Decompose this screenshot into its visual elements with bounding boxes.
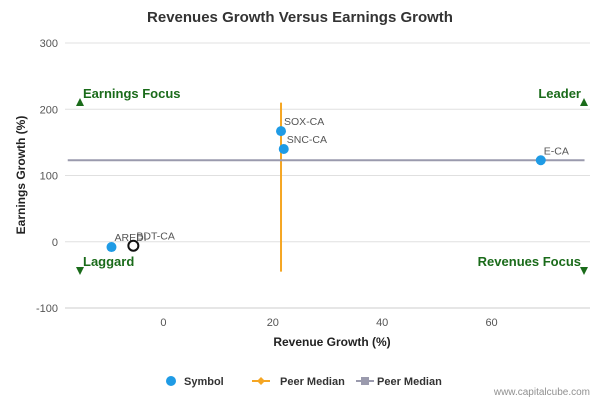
quadrant-arrow-icon	[580, 267, 588, 275]
quadrant-labels: Earnings Focus Leader Laggard Revenues Focu…	[76, 86, 588, 275]
y-tick-labels: -100 0 100 200 300	[36, 38, 58, 315]
legend-label: Symbol	[184, 376, 224, 388]
quadrant-arrow-icon	[580, 98, 588, 106]
x-axis-label: Revenue Growth (%)	[273, 335, 390, 349]
data-point[interactable]	[106, 242, 117, 253]
y-tick-label: 0	[52, 237, 58, 249]
legend-item[interactable]: Peer Median	[252, 376, 345, 388]
x-tick-label: 60	[485, 317, 497, 329]
legend-label: Peer Median	[280, 376, 345, 388]
data-point-highlight[interactable]	[127, 239, 140, 252]
credit-text: www.capitalcube.com	[493, 387, 590, 398]
x-tick-label: 20	[267, 317, 279, 329]
y-tick-label: 200	[40, 104, 58, 116]
legend-item[interactable]: Peer Median	[356, 376, 442, 388]
quadrant-label: Revenues Focus	[478, 254, 581, 269]
y-tick-label: 100	[40, 171, 58, 183]
data-point-label: SNC-CA	[287, 134, 327, 146]
y-axis-label: Earnings Growth (%)	[14, 116, 28, 235]
data-point-label: E-CA	[544, 145, 569, 157]
legend-item[interactable]: Symbol	[166, 376, 224, 388]
x-tick-label: 40	[376, 317, 388, 329]
x-tick-labels: 0 20 40 60	[160, 317, 497, 329]
data-point-label: AREDI	[114, 232, 146, 244]
quadrant-label: Leader	[538, 86, 581, 101]
data-point-label: SOX-CA	[284, 116, 324, 128]
quadrant-arrow-icon	[76, 98, 84, 106]
y-tick-label: 300	[40, 38, 58, 50]
legend-label: Peer Median	[377, 376, 442, 388]
legend-diamond-icon	[257, 377, 265, 385]
data-point-label: BDT-CA	[136, 231, 175, 243]
quadrant-label: Earnings Focus	[83, 86, 181, 101]
legend-dot-icon	[166, 376, 176, 386]
x-tick-label: 0	[160, 317, 166, 329]
data-point[interactable]	[276, 126, 287, 137]
legend[interactable]: Symbol Peer Median Peer Median	[166, 376, 442, 388]
legend-square-icon	[361, 377, 369, 385]
chart-title: Revenues Growth Versus Earnings Growth	[147, 9, 453, 26]
quadrant-label: Laggard	[83, 254, 134, 269]
y-tick-label: -100	[36, 303, 58, 315]
grid	[65, 42, 590, 309]
data-point[interactable]	[278, 144, 289, 154]
quadrant-arrow-icon	[76, 267, 84, 275]
data-point[interactable]	[535, 155, 546, 166]
peer-median-lines	[67, 102, 585, 272]
